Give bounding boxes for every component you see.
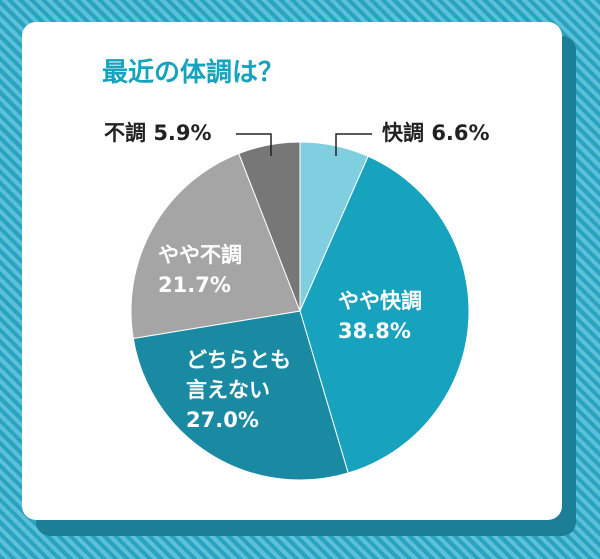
slice-label: やや快調 38.8% [338,286,422,346]
category-label: どちらとも 言えない [186,348,291,402]
leader-line [335,133,372,156]
category-label: 不調 [104,121,146,145]
pie-slice [130,152,301,340]
value-label: 38.8% [338,319,411,343]
pie-slice [238,141,301,312]
slice-label: やや不調 21.7% [158,240,242,300]
value-label: 27.0% [186,408,259,432]
leader-line [236,133,272,156]
pie-slice [299,155,470,474]
value-label: 6.6% [431,121,490,145]
slice-label: どちらとも 言えない 27.0% [186,345,291,435]
category-label: やや快調 [338,289,422,313]
slice-label: 快調 6.6% [382,118,490,148]
pie-slice [132,310,349,481]
value-label: 5.9% [153,121,212,145]
category-label: 快調 [382,121,424,145]
category-label: やや不調 [158,243,242,267]
chart-title: 最近の体調は？ [102,58,285,88]
slice-label: 不調 5.9% [104,118,212,148]
value-label: 21.7% [158,273,231,297]
